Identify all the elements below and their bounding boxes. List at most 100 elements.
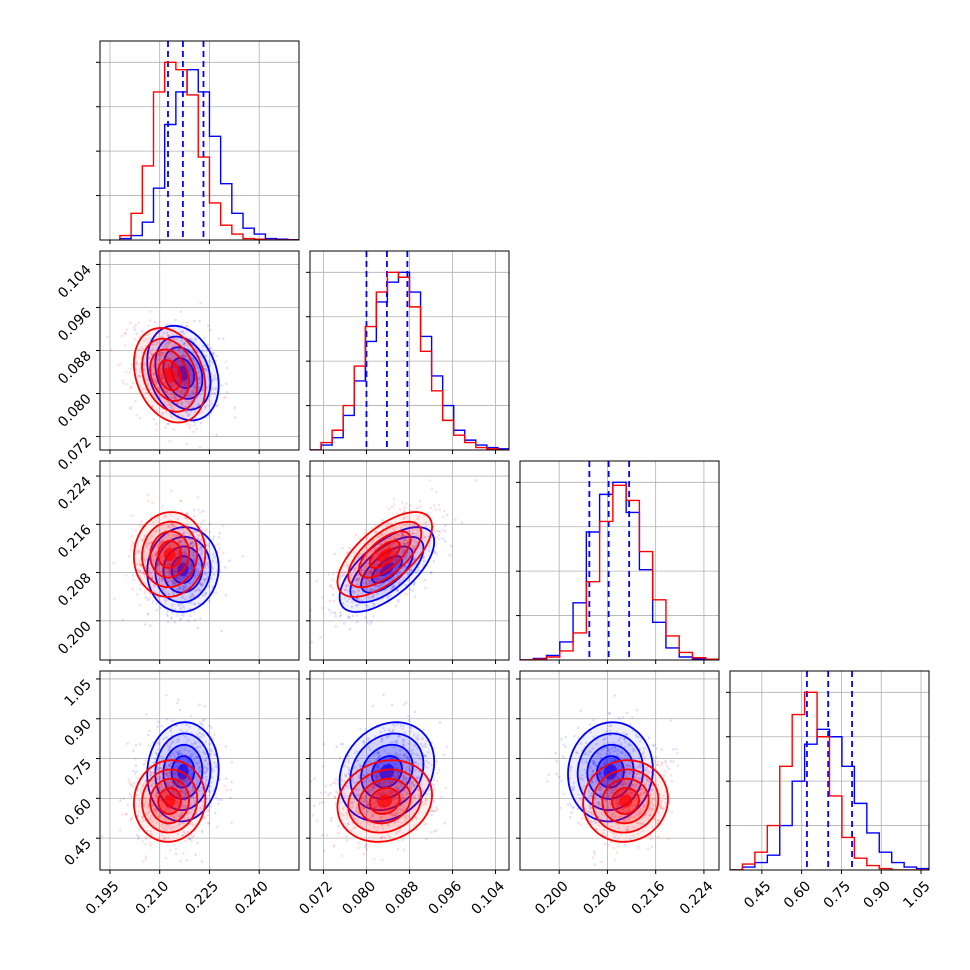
sample-point — [358, 602, 361, 605]
sample-point — [203, 815, 207, 819]
sample-point — [184, 598, 187, 601]
sample-point — [417, 734, 420, 737]
sample-point — [197, 370, 200, 373]
sample-point — [411, 556, 415, 560]
sample-point — [169, 402, 172, 405]
sample-point — [409, 726, 412, 729]
sample-point — [159, 788, 163, 792]
sample-point — [199, 617, 202, 620]
sample-point — [161, 569, 165, 572]
sample-point — [375, 556, 378, 560]
sample-point — [179, 813, 183, 817]
sample-point — [390, 535, 394, 539]
sample-point — [122, 382, 126, 385]
sample-point — [178, 543, 182, 546]
sample-point — [152, 545, 156, 548]
sample-point — [161, 351, 165, 355]
sample-point — [395, 809, 399, 812]
sample-point — [390, 740, 394, 744]
sample-point — [204, 369, 208, 372]
sample-point — [171, 333, 174, 337]
sample-point — [203, 364, 207, 367]
sample-point — [151, 549, 154, 553]
sample-point — [147, 382, 150, 386]
sample-point — [159, 329, 162, 332]
sample-point — [354, 789, 358, 792]
sample-point — [173, 370, 177, 373]
sample-point — [149, 350, 152, 354]
sample-point — [177, 528, 181, 531]
sample-point — [154, 809, 158, 813]
sample-point — [138, 588, 142, 591]
sample-point — [164, 514, 167, 518]
sample-point — [210, 380, 213, 384]
sample-point — [184, 583, 188, 586]
sample-point — [394, 753, 398, 756]
sample-point — [191, 406, 195, 410]
sample-point — [184, 405, 187, 408]
sample-point — [183, 797, 186, 801]
sample-point — [141, 785, 144, 788]
sample-point — [373, 563, 376, 567]
sample-point — [410, 526, 413, 530]
sample-point — [189, 542, 192, 546]
sample-point — [201, 750, 205, 754]
panel-frame — [99, 460, 300, 661]
sample-point — [172, 534, 175, 537]
sample-point — [140, 816, 144, 819]
sample-point — [206, 801, 209, 804]
sample-point — [181, 589, 185, 592]
sample-point — [403, 506, 407, 510]
sample-point — [412, 784, 416, 787]
sample-point — [167, 570, 170, 573]
sample-point — [156, 748, 160, 752]
sample-point — [184, 832, 187, 835]
sample-point — [165, 345, 168, 348]
sample-point — [180, 613, 184, 616]
sample-point — [154, 563, 158, 566]
sample-point — [356, 600, 360, 603]
sample-point — [211, 567, 215, 571]
sample-point — [144, 545, 147, 549]
sample-point — [372, 556, 376, 560]
sample-point — [165, 736, 168, 739]
sample-point — [160, 354, 163, 357]
sample-point — [162, 572, 166, 575]
sample-point — [357, 788, 360, 791]
sample-point — [151, 804, 155, 807]
sample-point — [345, 583, 348, 587]
sample-point — [202, 816, 205, 820]
sample-point — [162, 775, 165, 778]
sample-point — [206, 803, 210, 807]
sample-point — [203, 752, 206, 756]
sample-point — [432, 778, 436, 781]
sample-point — [155, 428, 158, 432]
sample-point — [173, 365, 176, 368]
sample-point — [405, 592, 408, 596]
sample-point — [164, 807, 168, 811]
sample-point — [184, 818, 187, 822]
contour-line — [338, 526, 436, 613]
sample-point — [137, 810, 141, 814]
sample-point — [192, 514, 195, 518]
sample-point — [409, 782, 412, 786]
sample-point — [204, 562, 208, 566]
sample-point — [153, 803, 157, 807]
sample-point — [392, 586, 396, 589]
sample-point — [183, 555, 186, 558]
contour-line — [157, 787, 182, 815]
sample-point — [173, 396, 176, 399]
sample-point — [189, 542, 193, 546]
sample-point — [405, 777, 408, 780]
sample-point — [153, 463, 156, 466]
sample-point — [405, 791, 409, 795]
sample-point — [155, 602, 158, 605]
sample-point — [376, 592, 379, 595]
sample-point — [343, 571, 347, 574]
sample-point — [185, 410, 188, 413]
sample-point — [415, 532, 418, 536]
sample-point — [215, 377, 218, 381]
sample-point — [192, 823, 195, 827]
sample-point — [198, 319, 201, 323]
sample-point — [402, 738, 406, 742]
